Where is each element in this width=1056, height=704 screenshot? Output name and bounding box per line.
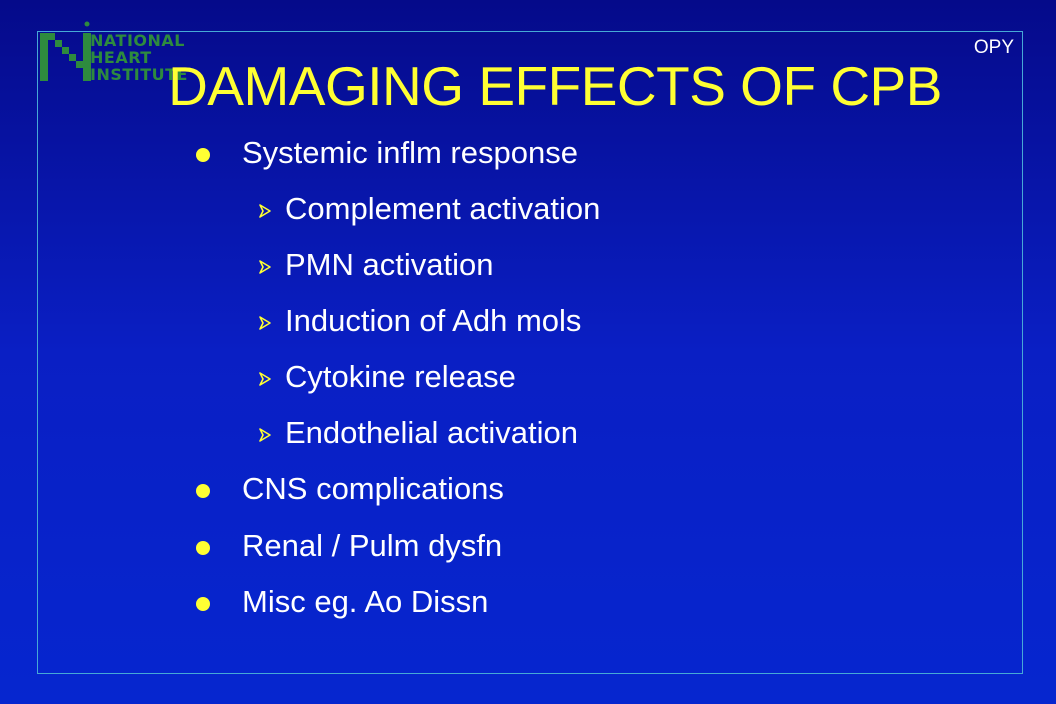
slide-title: DAMAGING EFFECTS OF CPB [168,55,942,117]
bullet-item-cns: CNS complications [196,471,504,507]
bullet-text: Renal / Pulm dysfn [242,528,503,563]
arrow-bullet-icon [259,428,271,442]
logo-n-icon [40,21,91,81]
logo-line-3: INSTITUTE [90,65,188,84]
bullet-text: Misc eg. Ao Dissn [242,584,489,619]
sub-bullet-cytokine: Cytokine release [257,359,516,395]
bullet-item-systemic: Systemic inflm response [196,135,578,171]
logo-text: NATIONAL HEART INSTITUTE [90,32,188,83]
logo-line-1: NATIONAL [90,31,185,50]
sub-bullet-text: PMN activation [285,247,494,282]
sub-bullet-text: Complement activation [285,191,601,226]
sub-bullet-text: Induction of Adh mols [285,303,582,338]
bullet-text: CNS complications [242,471,504,506]
bullet-item-misc: Misc eg. Ao Dissn [196,584,488,620]
dot-bullet-icon [196,147,210,162]
logo-line-2: HEART [90,48,152,67]
dot-bullet-icon [196,540,210,555]
sub-bullet-complement: Complement activation [257,191,600,227]
sub-bullet-adh-mols: Induction of Adh mols [257,303,581,339]
sub-bullet-text: Cytokine release [285,359,516,394]
sub-bullet-pmn: PMN activation [257,247,493,283]
bullet-item-renal-pulm: Renal / Pulm dysfn [196,528,502,564]
corner-tag: OPY [973,37,1014,58]
slide-frame [37,31,1023,674]
sub-bullet-endothelial: Endothelial activation [257,415,578,451]
bullet-text: Systemic inflm response [242,135,578,170]
arrow-bullet-icon [259,316,271,330]
arrow-bullet-icon [259,260,271,274]
arrow-bullet-icon [259,372,271,386]
national-heart-institute-logo: NATIONAL HEART INSTITUTE [40,20,190,86]
arrow-bullet-icon [259,204,271,218]
dot-bullet-icon [196,483,210,498]
dot-bullet-icon [196,596,210,611]
sub-bullet-text: Endothelial activation [285,415,578,450]
